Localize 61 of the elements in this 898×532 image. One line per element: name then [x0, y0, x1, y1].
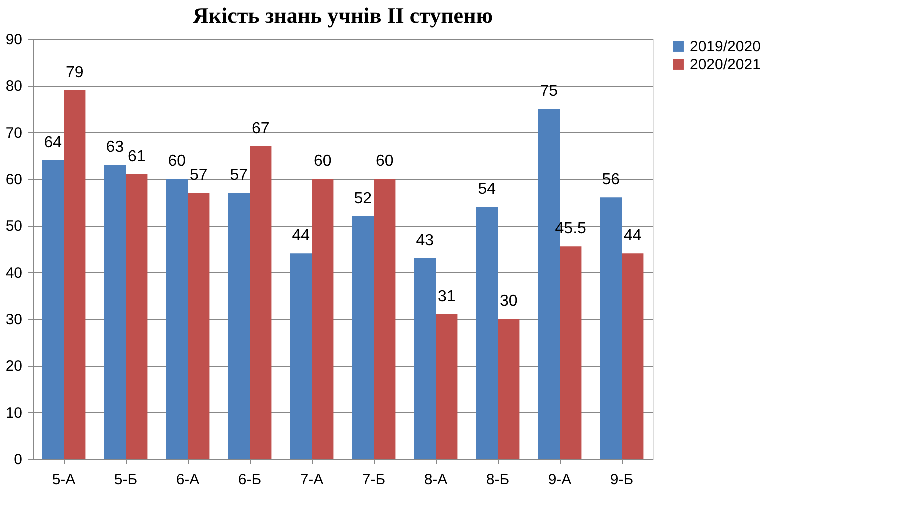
- x-tick-label: 7-Б: [362, 472, 386, 488]
- bar: [250, 146, 272, 459]
- bar: [476, 207, 498, 459]
- data-label: 44: [624, 228, 642, 245]
- data-label: 44: [292, 228, 310, 245]
- data-label: 30: [500, 293, 518, 310]
- x-tick-label: 7-А: [300, 472, 324, 488]
- bar: [622, 254, 644, 459]
- x-tick-label: 6-А: [176, 472, 200, 488]
- bar: [290, 254, 312, 459]
- bar: [498, 319, 520, 459]
- bar: [126, 174, 148, 459]
- bar: [42, 160, 64, 459]
- y-tick-label: 80: [6, 78, 22, 96]
- data-label: 43: [416, 232, 434, 250]
- x-tick-label: 9-Б: [610, 472, 634, 488]
- y-tick-label: 40: [6, 264, 22, 282]
- x-tick-label: 5-А: [52, 472, 76, 488]
- bar: [414, 258, 436, 459]
- data-label: 61: [128, 148, 146, 166]
- data-label: 67: [252, 120, 270, 138]
- bar: [374, 179, 396, 459]
- data-label: 64: [44, 134, 62, 152]
- y-tick-label: 10: [6, 404, 22, 422]
- data-label: 75: [540, 83, 558, 100]
- data-label: 60: [376, 153, 394, 170]
- x-tick-label: 8-А: [424, 472, 448, 488]
- bar: [228, 193, 250, 459]
- data-label: 79: [66, 64, 84, 82]
- y-tick-label: 90: [6, 32, 22, 48]
- bar: [64, 90, 86, 459]
- data-label: 31: [438, 288, 456, 306]
- data-label: 60: [168, 153, 186, 170]
- data-label: 56: [602, 172, 620, 189]
- y-tick-label: 60: [6, 172, 22, 188]
- bar: [560, 246, 582, 459]
- bar: [352, 216, 374, 459]
- x-tick-label: 6-Б: [238, 472, 262, 488]
- y-tick-label: 30: [6, 312, 22, 328]
- legend-label: 2020/2021: [690, 56, 761, 74]
- y-tick-label: 20: [6, 358, 22, 376]
- bar: [188, 193, 210, 459]
- data-label: 54: [478, 181, 496, 198]
- x-tick-label: 5-Б: [114, 472, 138, 488]
- chart-title: Якість знань учнів ІІ ступеню: [192, 3, 494, 28]
- data-label: 52: [354, 190, 372, 208]
- x-tick-label: 8-Б: [486, 472, 510, 488]
- bar: [166, 179, 188, 459]
- data-label: 63: [106, 139, 124, 156]
- data-label: 57: [190, 167, 208, 184]
- y-tick-label: 70: [6, 124, 22, 142]
- y-tick-label: 50: [6, 218, 22, 236]
- bar: [600, 198, 622, 459]
- y-tick-label: 0: [14, 452, 22, 468]
- data-label: 57: [230, 167, 248, 184]
- bar: [312, 179, 334, 459]
- bar: [104, 165, 126, 459]
- legend-label: 2019/2020: [690, 38, 761, 56]
- x-tick-label: 9-А: [548, 472, 572, 488]
- bar: [436, 314, 458, 459]
- data-label: 60: [314, 153, 332, 170]
